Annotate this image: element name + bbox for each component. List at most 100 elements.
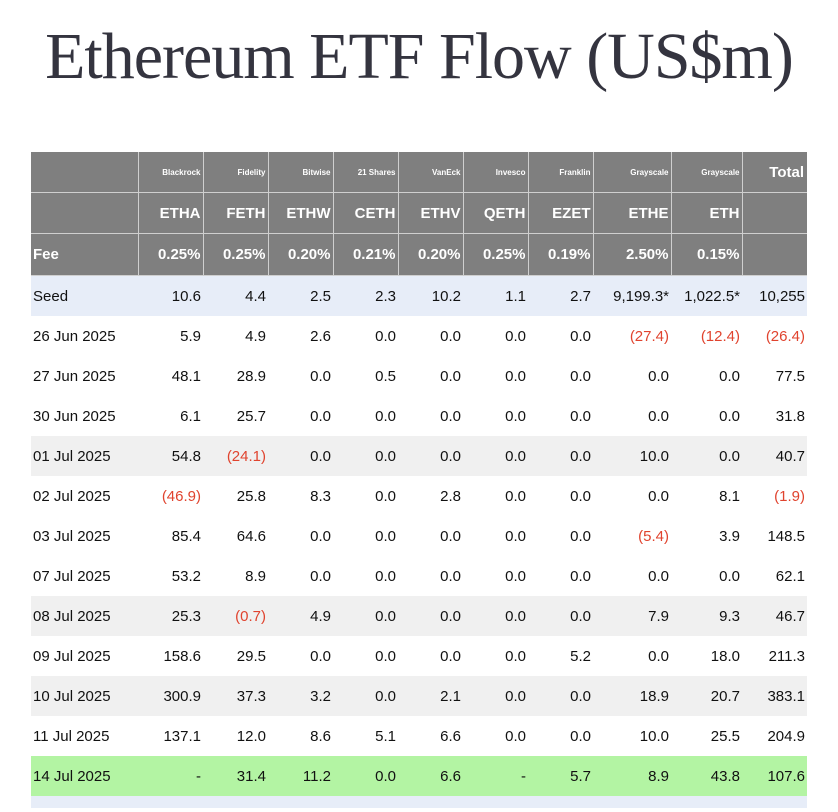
flow-cell: 5.2	[528, 636, 593, 676]
cut-off-cell	[268, 796, 333, 808]
row-label: 14 Jul 2025	[31, 756, 138, 796]
flow-cell: 2.7	[528, 275, 593, 316]
flow-cell: 9,199.3*	[593, 275, 671, 316]
fee-value: 0.15%	[671, 233, 743, 276]
total-ticker-blank	[742, 192, 807, 234]
flow-cell: 0.0	[671, 356, 742, 396]
fee-value: 0.21%	[333, 233, 399, 276]
fee-value: 2.50%	[593, 233, 672, 276]
issuer-header-row: Blackrock Fidelity Bitwise 21 Shares Van…	[31, 152, 807, 193]
flow-cell: 25.8	[203, 476, 268, 516]
flow-cell: 2.3	[333, 275, 398, 316]
flow-cell: 0.0	[463, 676, 528, 716]
flow-cell: 12.0	[203, 716, 268, 756]
total-cell: 10,255	[742, 275, 807, 316]
total-cell: 40.7	[742, 436, 807, 476]
corner-cell	[31, 192, 139, 234]
flow-cell: 300.9	[138, 676, 203, 716]
flow-cell: 0.0	[528, 676, 593, 716]
ticker-header: ETHV	[398, 192, 464, 234]
flow-cell: 0.0	[333, 756, 398, 796]
flow-cell: 53.2	[138, 556, 203, 596]
flow-cell: 10.0	[593, 716, 671, 756]
cut-off-cell	[31, 796, 138, 808]
ticker-header: CETH	[333, 192, 399, 234]
row-label: Seed	[31, 275, 138, 316]
flow-cell: 20.7	[671, 676, 742, 716]
fee-header-row: Fee 0.25% 0.25% 0.20% 0.21% 0.20% 0.25% …	[31, 233, 807, 276]
flow-cell: 0.0	[528, 356, 593, 396]
total-cell: 77.5	[742, 356, 807, 396]
table-row: 08 Jul 2025 25.3 (0.7) 4.9 0.0 0.0 0.0 0…	[31, 596, 807, 636]
flow-cell: 6.6	[398, 716, 463, 756]
flow-cell: 0.0	[463, 556, 528, 596]
flow-cell: 0.0	[398, 436, 463, 476]
flow-cell: 0.0	[463, 596, 528, 636]
flow-cell: 0.0	[463, 476, 528, 516]
flow-cell: 0.0	[463, 356, 528, 396]
cut-off-cell	[398, 796, 463, 808]
issuer-header: Grayscale	[593, 152, 672, 193]
flow-cell: 4.4	[203, 275, 268, 316]
flow-cell: 0.0	[463, 316, 528, 356]
row-label: 11 Jul 2025	[31, 716, 138, 756]
flow-cell: 31.4	[203, 756, 268, 796]
row-label: 10 Jul 2025	[31, 676, 138, 716]
flow-cell: 8.6	[268, 716, 333, 756]
row-label: 01 Jul 2025	[31, 436, 138, 476]
flow-cell: 0.0	[528, 516, 593, 556]
flow-cell: 0.0	[333, 596, 398, 636]
row-label: 08 Jul 2025	[31, 596, 138, 636]
flow-cell: 5.9	[138, 316, 203, 356]
flow-cell: 10.6	[138, 275, 203, 316]
ticker-header: ETH	[671, 192, 743, 234]
flow-cell: 8.1	[671, 476, 742, 516]
page-title: Ethereum ETF Flow (US$m)	[45, 20, 794, 93]
issuer-header: Franklin	[528, 152, 594, 193]
flow-cell: 0.0	[398, 556, 463, 596]
flow-cell: 2.6	[268, 316, 333, 356]
flow-cell: 0.0	[593, 556, 671, 596]
cut-off-cell	[203, 796, 268, 808]
total-fee-blank	[742, 233, 807, 276]
ticker-header: ETHW	[268, 192, 334, 234]
flow-cell: 10.0	[593, 436, 671, 476]
issuer-header: Blackrock	[138, 152, 204, 193]
total-cell: (1.9)	[742, 476, 807, 516]
flow-cell: 0.0	[398, 316, 463, 356]
flow-cell: 8.9	[593, 756, 671, 796]
cut-off-cell	[742, 796, 807, 808]
flow-cell: 1.1	[463, 275, 528, 316]
flow-cell: 25.3	[138, 596, 203, 636]
flow-cell: 158.6	[138, 636, 203, 676]
flow-cell: 28.9	[203, 356, 268, 396]
corner-cell	[31, 152, 139, 193]
flow-cell: 3.9	[671, 516, 742, 556]
table-row: 09 Jul 2025 158.6 29.5 0.0 0.0 0.0 0.0 5…	[31, 636, 807, 676]
flow-cell: 0.0	[398, 516, 463, 556]
flow-cell: 0.0	[333, 436, 398, 476]
flow-cell: 0.0	[671, 556, 742, 596]
flow-cell: 0.0	[463, 436, 528, 476]
flow-cell: 11.2	[268, 756, 333, 796]
flow-cell: 29.5	[203, 636, 268, 676]
ticker-header: ETHE	[593, 192, 672, 234]
flow-cell: 48.1	[138, 356, 203, 396]
total-header: Total	[742, 152, 807, 193]
flow-cell: 6.1	[138, 396, 203, 436]
flow-cell: 9.3	[671, 596, 742, 636]
total-cell: 46.7	[742, 596, 807, 636]
total-cell: 211.3	[742, 636, 807, 676]
row-label: 30 Jun 2025	[31, 396, 138, 436]
ticker-header: EZET	[528, 192, 594, 234]
table-row-highlighted: 14 Jul 2025 - 31.4 11.2 0.0 6.6 - 5.7 8.…	[31, 756, 807, 796]
flow-cell: 0.0	[333, 476, 398, 516]
flow-cell: 0.5	[333, 356, 398, 396]
cut-off-cell	[138, 796, 203, 808]
total-cell: (26.4)	[742, 316, 807, 356]
flow-cell: -	[138, 756, 203, 796]
flow-cell: 0.0	[671, 396, 742, 436]
fee-value: 0.25%	[463, 233, 529, 276]
flow-cell: 5.7	[528, 756, 593, 796]
flow-cell: 37.3	[203, 676, 268, 716]
